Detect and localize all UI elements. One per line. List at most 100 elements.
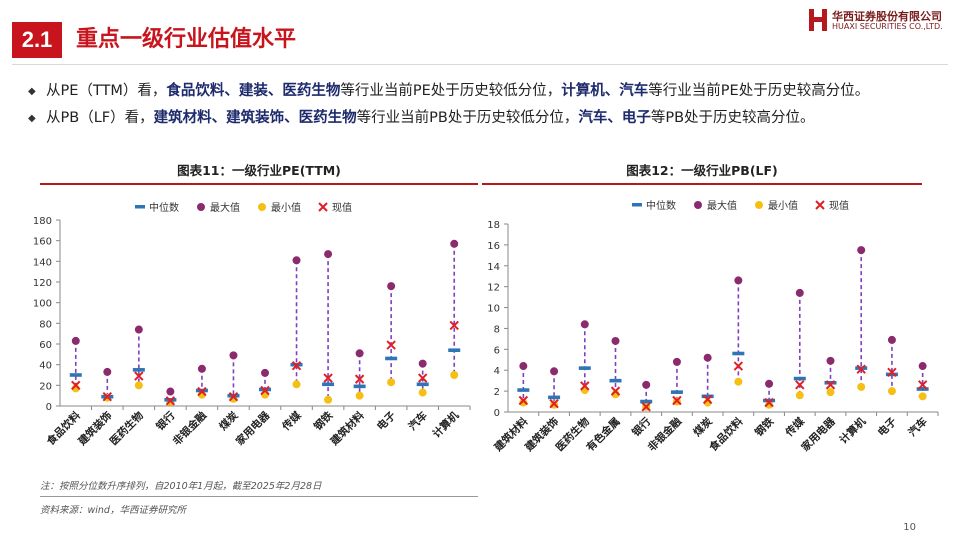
max-point [611, 336, 620, 345]
max-point [71, 336, 80, 345]
median-mark [69, 373, 82, 377]
chart-note: 注：按照分位数升序排列，自2010年1月起，截至2025年2月28日 [40, 481, 322, 492]
category-label: 煤炭 [691, 415, 715, 439]
y-tick-label: 0 [494, 408, 500, 419]
max-point [826, 356, 835, 365]
y-tick-label: 0 [46, 402, 52, 413]
legend-current-icon [318, 202, 328, 212]
y-tick-label: 60 [39, 340, 52, 351]
min-point [857, 382, 866, 391]
current-mark [917, 380, 928, 390]
page-title: 重点一级行业估值水平 [76, 27, 297, 52]
min-point [324, 395, 333, 404]
current-mark [449, 320, 459, 331]
min-point [134, 381, 143, 390]
category-label: 电子 [875, 415, 899, 439]
max-point [355, 349, 364, 358]
logo-text-en: HUAXI SECURITIES CO.,LTD. [832, 22, 943, 31]
current-mark [795, 380, 805, 390]
median-mark [824, 380, 837, 385]
current-mark [165, 396, 176, 406]
category-label: 建筑材料 [327, 409, 367, 449]
median-mark [609, 378, 622, 383]
max-point [324, 250, 333, 259]
min-point [450, 371, 459, 379]
footer-divider [40, 496, 478, 497]
current-mark [134, 371, 144, 381]
legend-max-icon [694, 201, 702, 209]
current-mark [323, 373, 333, 383]
min-point [292, 380, 301, 389]
current-mark [580, 381, 590, 391]
min-point [387, 378, 396, 387]
y-tick-label: 16 [487, 241, 500, 252]
legend-label: 最小值 [768, 199, 798, 212]
category-label: 电子 [374, 409, 398, 433]
current-mark [518, 395, 529, 406]
category-label: 建筑装饰 [75, 409, 115, 449]
legend-label: 现值 [829, 199, 849, 212]
median-mark [353, 384, 366, 389]
y-tick-label: 18 [487, 220, 500, 231]
bullet-text: 等行业当前PB处于历史较低分位， [356, 110, 579, 126]
category-label: 银行 [629, 415, 653, 439]
max-point [857, 246, 866, 255]
min-point [887, 387, 896, 396]
min-point [418, 388, 427, 397]
y-tick-label: 160 [33, 237, 52, 248]
current-mark [102, 391, 113, 402]
category-label: 计算机 [430, 409, 462, 441]
bullet-highlight: 建筑材料、建筑装饰、医药生物 [153, 110, 357, 126]
max-point [519, 362, 528, 371]
max-point [103, 367, 112, 376]
median-mark [448, 348, 461, 352]
source-note: 资料来源：wind，华西证券研究所 [40, 505, 186, 516]
category-label: 家用电器 [233, 409, 272, 448]
current-mark [672, 395, 682, 406]
y-tick-label: 12 [487, 283, 500, 294]
legend-median-icon [632, 203, 642, 207]
median-mark [763, 398, 776, 403]
category-label: 食品饮料 [43, 409, 83, 449]
legend-label: 最大值 [210, 201, 240, 214]
max-point [450, 239, 459, 248]
category-label: 传媒 [782, 415, 807, 440]
max-point [580, 320, 589, 329]
bullet-text: 等PB处于历史较高分位。 [650, 110, 815, 126]
y-tick-label: 6 [494, 345, 500, 356]
category-label: 家用电器 [799, 415, 838, 454]
median-mark [416, 382, 429, 387]
current-mark [733, 361, 744, 371]
category-label: 非银金融 [170, 409, 209, 448]
current-mark [71, 380, 81, 391]
category-label: 汽车 [406, 409, 430, 433]
bullet-pb: ◆ 从PB（LF）看，建筑材料、建筑装饰、医药生物等行业当前PB处于历史较低分位，… [28, 105, 948, 132]
category-label: 钢铁 [311, 409, 335, 433]
page-number: 10 [903, 522, 916, 533]
chart-title-pb: 图表12：一级行业PB(LF) [626, 163, 778, 178]
chart-rule-pb [482, 183, 922, 185]
company-logo: 华西证券股份有限公司 HUAXI SECURITIES CO.,LTD. [808, 6, 956, 36]
median-mark [670, 390, 683, 394]
current-mark [197, 386, 207, 397]
min-point [826, 388, 835, 397]
max-point [418, 359, 427, 368]
max-point [134, 325, 143, 334]
current-mark [825, 380, 836, 390]
bullet-text: 从PB（LF）看， [46, 110, 154, 126]
section-number: 2.1 [12, 22, 62, 58]
category-label: 有色金属 [584, 415, 623, 454]
current-mark [610, 386, 621, 396]
logo-text-cn: 华西证券股份有限公司 [832, 10, 942, 23]
summary-bullets: ◆ 从PE（TTM）看，食品饮料、建装、医药生物等行业当前PE处于历史较低分位，计… [28, 78, 948, 132]
median-mark [322, 382, 335, 387]
current-mark [702, 394, 713, 405]
median-mark [132, 368, 145, 372]
max-point [387, 282, 396, 291]
huaxi-logo-icon [809, 9, 827, 31]
median-mark [640, 399, 653, 404]
median-mark [732, 351, 745, 356]
current-mark [887, 367, 897, 378]
max-point [734, 276, 743, 285]
